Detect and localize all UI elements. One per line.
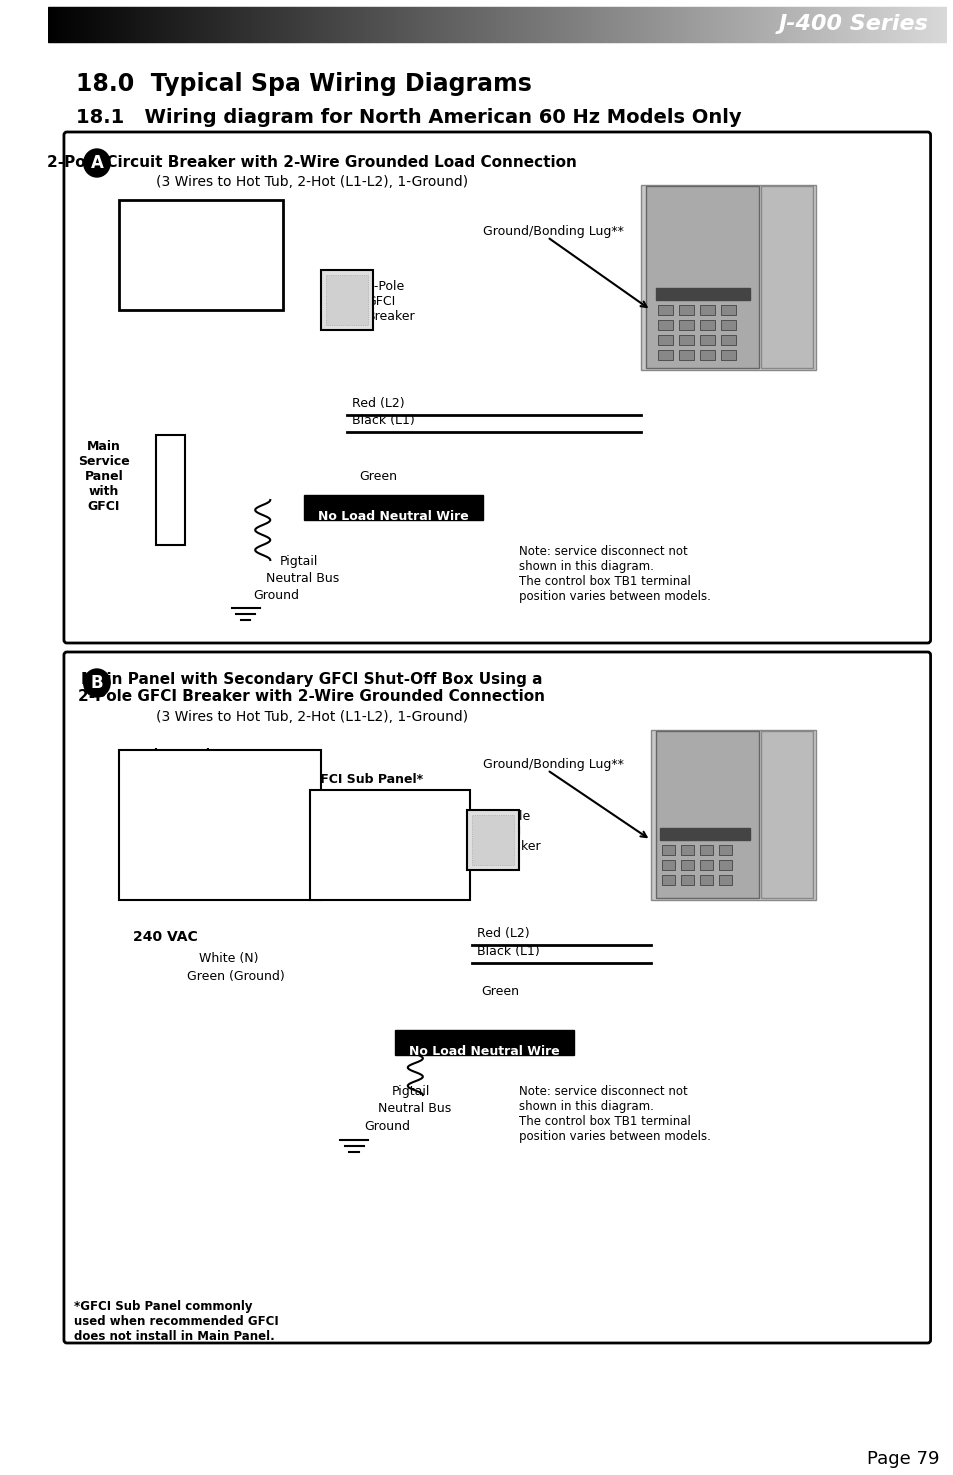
FancyBboxPatch shape [64, 131, 929, 643]
Text: Green: Green [358, 471, 396, 482]
Text: Ground/Bonding Lug**: Ground/Bonding Lug** [482, 758, 623, 771]
Bar [680, 845, 694, 856]
Bar [700, 875, 712, 885]
Text: Neutral Bus: Neutral Bus [377, 1102, 451, 1115]
Bar [304, 496, 482, 521]
Text: Red (L2): Red (L2) [159, 271, 212, 285]
Bar [658, 320, 673, 330]
Bar [760, 186, 812, 367]
Text: No Load Neutral Wire: No Load Neutral Wire [318, 510, 469, 524]
Text: (3 Wires to Hot Tub, 2-Hot (L1-L2), 1-Ground): (3 Wires to Hot Tub, 2-Hot (L1-L2), 1-Gr… [155, 709, 467, 724]
Bar [321, 270, 373, 330]
Text: Main Panel*: Main Panel* [132, 748, 216, 761]
Bar [655, 732, 759, 898]
Text: Green: Green [480, 985, 518, 999]
Bar [326, 274, 368, 324]
Text: Ground: Ground [253, 589, 299, 602]
Bar [645, 186, 759, 367]
Bar [700, 320, 714, 330]
Text: Note: service disconnect not
shown in this diagram.
The control box TB1 terminal: Note: service disconnect not shown in th… [518, 544, 710, 603]
Bar [700, 845, 712, 856]
Text: No Load Neutral Wire: No Load Neutral Wire [408, 1044, 558, 1058]
Bar [700, 305, 714, 316]
Text: Red (L2): Red (L2) [476, 926, 529, 940]
Bar [760, 732, 812, 898]
Text: Pigtail: Pigtail [279, 555, 317, 568]
Text: Red (L2): Red (L2) [166, 796, 218, 810]
Text: 2-Pole
GFCI
Breaker: 2-Pole GFCI Breaker [366, 280, 415, 323]
Bar [718, 845, 731, 856]
Text: Green (Ground): Green (Ground) [187, 971, 285, 982]
Bar [680, 875, 694, 885]
Bar [718, 875, 731, 885]
Text: Main Panel with Secondary GFCI Shut-Off Box Using a
2-Pole GFCI Breaker with 2-W: Main Panel with Secondary GFCI Shut-Off … [78, 673, 544, 705]
Bar [700, 350, 714, 360]
Bar [467, 810, 518, 870]
Text: Black (L1): Black (L1) [352, 414, 415, 426]
Text: White (N): White (N) [198, 951, 258, 965]
Bar [720, 320, 735, 330]
Text: A: A [91, 153, 103, 173]
Text: 240 VAC: 240 VAC [132, 931, 197, 944]
Bar [661, 860, 675, 870]
Circle shape [84, 149, 110, 177]
Bar [718, 860, 731, 870]
Bar [658, 335, 673, 345]
Text: Black (L1): Black (L1) [476, 945, 538, 957]
Bar [679, 320, 694, 330]
Text: Pigtail: Pigtail [392, 1086, 430, 1097]
Bar [310, 791, 470, 900]
Text: B: B [91, 674, 103, 692]
Bar [118, 201, 283, 310]
Bar [679, 335, 694, 345]
Text: J-400 Series: J-400 Series [778, 13, 927, 34]
Text: 2-Pole
GFCI
Breaker: 2-Pole GFCI Breaker [492, 810, 540, 853]
Bar [658, 350, 673, 360]
Bar [472, 816, 514, 864]
Text: Main
Service
Panel
with
GFCI: Main Service Panel with GFCI [78, 440, 130, 513]
Bar [720, 350, 735, 360]
Bar [680, 860, 694, 870]
Text: White (N): White (N) [132, 237, 192, 249]
Bar [679, 350, 694, 360]
Text: 2-Pole Circuit Breaker with 2-Wire Grounded Load Connection: 2-Pole Circuit Breaker with 2-Wire Groun… [47, 155, 576, 170]
Bar [650, 730, 815, 900]
Bar [700, 335, 714, 345]
Bar [658, 305, 673, 316]
Bar [156, 435, 184, 544]
Text: Neutral Bus: Neutral Bus [266, 572, 339, 586]
Text: GFCI Sub Panel*: GFCI Sub Panel* [310, 773, 422, 786]
Text: (3 Wires to Hot Tub, 2-Hot (L1-L2), 1-Ground): (3 Wires to Hot Tub, 2-Hot (L1-L2), 1-Gr… [155, 176, 467, 189]
Bar [659, 827, 749, 839]
Bar [661, 875, 675, 885]
Text: Note: service disconnect not
shown in this diagram.
The control box TB1 terminal: Note: service disconnect not shown in th… [518, 1086, 710, 1143]
FancyBboxPatch shape [64, 652, 929, 1344]
Text: 18.0  Typical Spa Wiring Diagrams: 18.0 Typical Spa Wiring Diagrams [76, 72, 532, 96]
Text: Black (L1): Black (L1) [145, 254, 208, 267]
Text: Black (L1): Black (L1) [178, 816, 241, 827]
Text: 18.1   Wiring diagram for North American 60 Hz Models Only: 18.1 Wiring diagram for North American 6… [76, 108, 741, 127]
Text: 240 VAC: 240 VAC [168, 215, 233, 229]
Bar [118, 749, 321, 900]
Text: Red (L2): Red (L2) [352, 397, 404, 410]
Text: Page 79: Page 79 [866, 1450, 939, 1468]
Bar [700, 860, 712, 870]
Bar [655, 288, 749, 299]
Bar [720, 305, 735, 316]
Bar [720, 335, 735, 345]
Bar [661, 845, 675, 856]
Text: *GFCI Sub Panel commonly
used when recommended GFCI
does not install in Main Pan: *GFCI Sub Panel commonly used when recom… [74, 1299, 279, 1344]
Bar [640, 184, 815, 370]
Bar [395, 1030, 573, 1055]
Text: Ground/Bonding Lug**: Ground/Bonding Lug** [482, 226, 623, 237]
Bar [679, 305, 694, 316]
Text: Ground: Ground [364, 1120, 410, 1133]
Circle shape [84, 670, 110, 698]
